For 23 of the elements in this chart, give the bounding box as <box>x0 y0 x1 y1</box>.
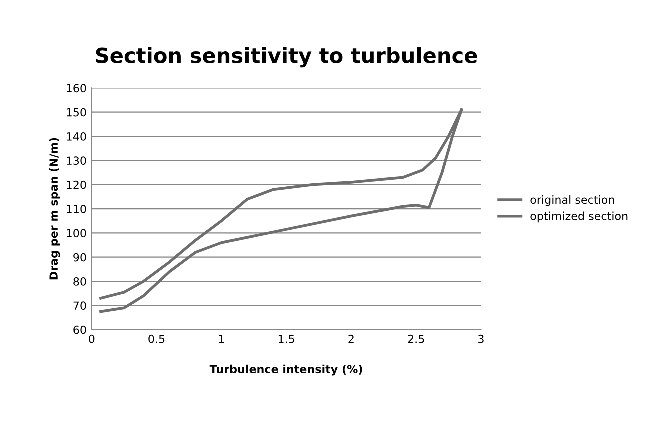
y-tick-label: 80 <box>74 278 86 286</box>
x-axis-title: Turbulence intensity (%) <box>210 364 362 376</box>
x-tick-label: 1 <box>219 335 224 344</box>
chart-title: Section sensitivity to turbulence <box>96 47 478 68</box>
y-axis-title: Drag per m span (N/m) <box>49 138 60 280</box>
y-tick-label: 140 <box>67 132 86 141</box>
y-tick-label: 60 <box>74 326 86 334</box>
y-tick-label: 110 <box>67 205 86 214</box>
x-tick-label: 1.5 <box>278 335 294 344</box>
x-tick-label: 0.5 <box>148 334 165 344</box>
x-tick-label: 0 <box>89 334 95 344</box>
y-tick-label: 120 <box>67 180 86 190</box>
y-tick-label: 150 <box>67 108 86 117</box>
x-tick-label: 2.5 <box>408 334 424 344</box>
y-tick-label: 130 <box>67 156 86 166</box>
legend-label: original section <box>530 196 614 206</box>
legend-label: optimized section <box>530 212 628 223</box>
y-tick-label: 100 <box>67 229 86 238</box>
x-tick-label: 3 <box>478 334 484 344</box>
y-tick-label: 160 <box>67 84 86 93</box>
y-tick-label: 70 <box>74 302 86 310</box>
y-tick-label: 90 <box>74 253 86 262</box>
x-tick-label: 2 <box>348 334 354 344</box>
